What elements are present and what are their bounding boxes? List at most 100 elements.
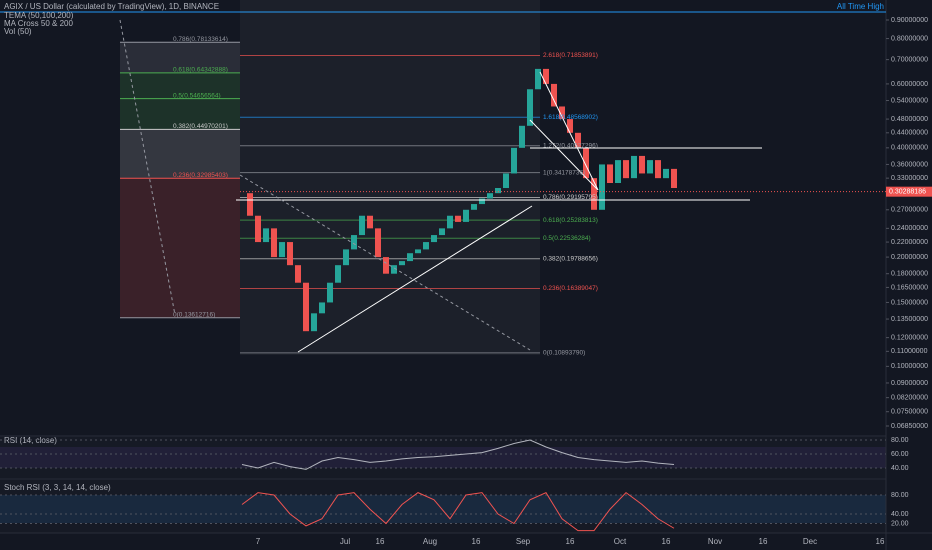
candle — [263, 228, 269, 243]
fib-zone — [120, 42, 240, 73]
fib-label: 0.786(0.78133614) — [173, 36, 228, 43]
candle — [591, 178, 597, 210]
price-tick-label: 0.16500000 — [891, 284, 928, 291]
fib-label: 1(0.34178736) — [543, 169, 585, 176]
price-tick-label: 0.90000000 — [891, 17, 928, 24]
trend-line — [297, 205, 533, 353]
candle — [559, 106, 565, 120]
fib-label: 0.236(0.32985403) — [173, 172, 228, 179]
fib-label: 0(0.13612716) — [173, 311, 215, 318]
candle — [623, 160, 629, 179]
x-tick-label: 16 — [376, 537, 385, 546]
x-tick-label: 16 — [759, 537, 768, 546]
x-tick-label: Oct — [614, 537, 627, 546]
stoch-line — [241, 491, 675, 532]
price-tick-label: 0.13500000 — [891, 316, 928, 323]
price-tick-label: 0.54000000 — [891, 97, 928, 104]
osc-tick-label: 60.00 — [891, 451, 909, 458]
price-tick-label: 0.08200000 — [891, 394, 928, 401]
stoch-title: Stoch RSI (3, 3, 14, 14, close) — [4, 483, 111, 492]
candle — [351, 235, 357, 250]
candle — [551, 83, 557, 107]
candle — [343, 249, 349, 266]
fib-label: 0.618(0.64342888) — [173, 67, 228, 74]
price-tick-label: 0.48000000 — [891, 116, 928, 123]
fib-label: 0.5(0.22536284) — [543, 235, 591, 242]
candle — [399, 261, 405, 266]
candle — [607, 164, 613, 184]
price-tick-label: 0.12000000 — [891, 334, 928, 341]
x-tick-label: 16 — [566, 537, 575, 546]
candle — [327, 282, 333, 303]
candle — [279, 242, 285, 258]
candle — [367, 215, 373, 229]
x-tick-label: Dec — [803, 537, 817, 546]
candle — [535, 68, 541, 90]
fib-zone — [120, 98, 240, 130]
candle — [455, 215, 461, 222]
candle — [479, 198, 485, 205]
candle — [495, 188, 501, 194]
price-tag-label: 0.30288186 — [889, 189, 926, 196]
price-tick-label: 0.80000000 — [891, 35, 928, 42]
candle — [543, 68, 549, 84]
price-tick-label: 0.70000000 — [891, 56, 928, 63]
candle — [287, 242, 293, 266]
x-tick-label: Nov — [708, 537, 722, 546]
price-tick-label: 0.07500000 — [891, 409, 928, 416]
chart-layer — [120, 41, 886, 354]
osc-tick-label: 20.00 — [891, 520, 909, 527]
price-tick-label: 0.44000000 — [891, 130, 928, 137]
candle — [599, 164, 605, 210]
price-tick-label: 0.06850000 — [891, 423, 928, 430]
candle — [631, 155, 637, 179]
x-tick-label: 16 — [662, 537, 671, 546]
candle — [383, 257, 389, 274]
candle — [463, 209, 469, 222]
fib-label: 0.5(0.54656564) — [173, 92, 221, 99]
trend-line — [539, 71, 599, 191]
price-tick-label: 0.20000000 — [891, 254, 928, 261]
indicator-label: Vol (50) — [4, 27, 32, 36]
candle — [271, 228, 277, 258]
x-tick-label: 7 — [256, 537, 261, 546]
fib-zone — [240, 0, 540, 355]
osc-tick-label: 40.00 — [891, 511, 909, 518]
candle — [527, 89, 533, 126]
fib-zone — [120, 72, 240, 99]
price-tick-label: 0.15000000 — [891, 299, 928, 306]
price-tick-label: 0.36000000 — [891, 161, 928, 168]
fib-label: 0.382(0.44970201) — [173, 123, 228, 130]
candle — [487, 193, 493, 199]
osc-tick-label: 80.00 — [891, 492, 909, 499]
fib-label: 0.382(0.19788656) — [543, 255, 598, 262]
indicator-label: TEMA (50,100,200) — [4, 11, 74, 20]
x-tick-label: 16 — [472, 537, 481, 546]
trend-line — [529, 119, 599, 191]
candle — [583, 147, 589, 179]
fib-label: 2.618(0.71853891) — [543, 52, 598, 59]
candle — [671, 168, 677, 189]
candle — [511, 147, 517, 174]
candle — [415, 249, 421, 254]
candle — [391, 265, 397, 274]
osc-tick-label: 40.00 — [891, 465, 909, 472]
candle — [255, 215, 261, 243]
price-tick-label: 0.22000000 — [891, 239, 928, 246]
candle — [615, 160, 621, 184]
x-tick-label: Sep — [516, 537, 531, 546]
dashed-line — [119, 19, 176, 316]
candle — [407, 253, 413, 262]
candle — [567, 119, 573, 133]
rsi-line — [241, 439, 675, 470]
candle — [575, 132, 581, 148]
candle — [471, 204, 477, 210]
stoch-band — [0, 495, 886, 523]
fib-label: 0(0.10893790) — [543, 350, 585, 357]
candle — [639, 155, 645, 174]
candle — [647, 160, 653, 174]
price-tick-label: 0.40000000 — [891, 145, 928, 152]
price-tag — [886, 186, 932, 197]
price-tick-label: 0.10000000 — [891, 363, 928, 370]
